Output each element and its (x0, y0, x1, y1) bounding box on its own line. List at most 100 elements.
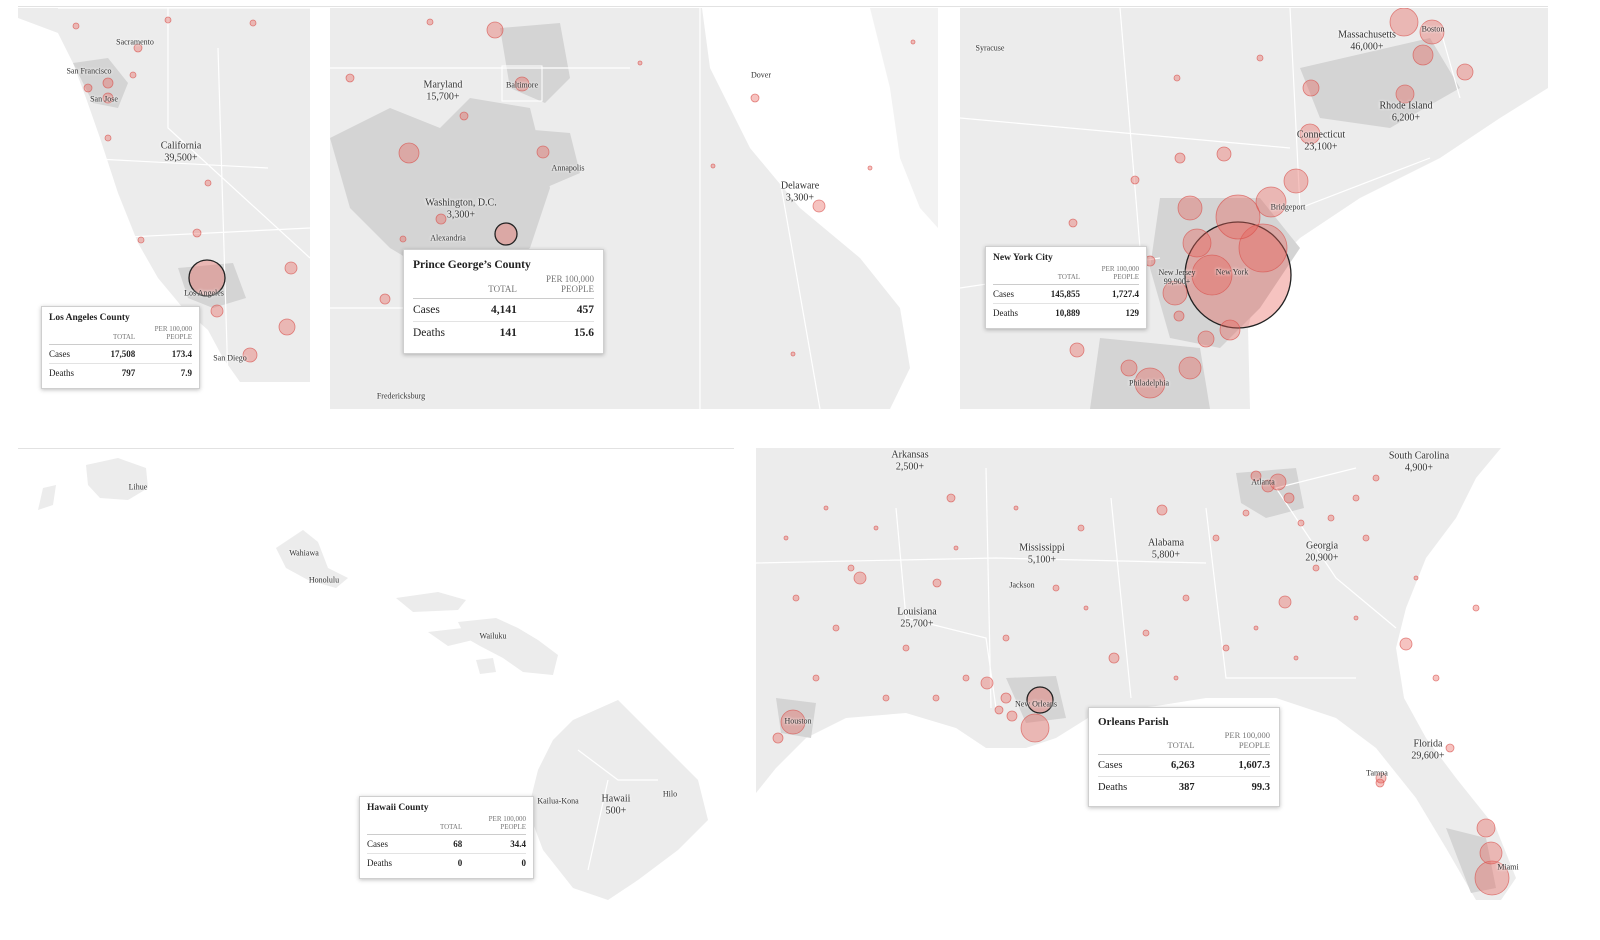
county-bubble[interactable] (284, 261, 298, 275)
county-bubble[interactable] (1069, 342, 1085, 358)
county-bubble[interactable] (1255, 186, 1287, 218)
county-bubble[interactable] (853, 571, 867, 585)
county-bubble[interactable] (1222, 644, 1230, 652)
county-bubble[interactable] (873, 525, 879, 531)
county-bubble[interactable] (1130, 175, 1140, 185)
county-bubble[interactable] (204, 179, 212, 187)
county-bubble[interactable] (426, 18, 434, 26)
county-bubble[interactable] (790, 351, 796, 357)
county-bubble[interactable] (1327, 514, 1335, 522)
county-bubble[interactable] (1238, 223, 1288, 273)
county-bubble[interactable] (486, 21, 504, 39)
county-bubble[interactable] (1476, 818, 1496, 838)
highlighted-county-bubble[interactable] (1184, 221, 1292, 329)
county-bubble[interactable] (980, 676, 994, 690)
county-bubble[interactable] (823, 505, 829, 511)
county-bubble[interactable] (459, 111, 469, 121)
county-bubble[interactable] (832, 624, 840, 632)
county-bubble[interactable] (953, 545, 959, 551)
county-bubble[interactable] (242, 347, 258, 363)
highlighted-county-bubble[interactable] (188, 259, 226, 297)
county-bubble[interactable] (1219, 319, 1241, 341)
county-bubble[interactable] (637, 60, 643, 66)
county-bubble[interactable] (1297, 519, 1305, 527)
county-bubble[interactable] (1142, 629, 1150, 637)
county-bubble[interactable] (1182, 594, 1190, 602)
county-bubble[interactable] (932, 578, 942, 588)
county-bubble[interactable] (710, 163, 716, 169)
county-bubble[interactable] (249, 19, 257, 27)
county-bubble[interactable] (72, 22, 80, 30)
county-bubble[interactable] (1020, 713, 1050, 743)
county-bubble[interactable] (1052, 584, 1060, 592)
county-bubble[interactable] (379, 293, 391, 305)
highlighted-county-bubble[interactable] (1026, 686, 1054, 714)
county-bubble[interactable] (812, 199, 826, 213)
county-bubble[interactable] (772, 732, 784, 744)
county-bubble[interactable] (102, 77, 114, 89)
county-bubble[interactable] (278, 318, 296, 336)
county-bubble[interactable] (867, 165, 873, 171)
county-bubble[interactable] (1261, 479, 1275, 493)
county-bubble[interactable] (1413, 575, 1419, 581)
county-bubble[interactable] (1375, 778, 1385, 788)
county-bubble[interactable] (1177, 195, 1203, 221)
county-bubble[interactable] (1156, 504, 1168, 516)
county-bubble[interactable] (1352, 494, 1360, 502)
county-bubble[interactable] (1120, 359, 1138, 377)
county-bubble[interactable] (847, 564, 855, 572)
county-bubble[interactable] (1472, 604, 1480, 612)
county-bubble[interactable] (994, 705, 1004, 715)
county-bubble[interactable] (1162, 280, 1188, 306)
county-bubble[interactable] (345, 73, 355, 83)
county-bubble[interactable] (910, 39, 916, 45)
county-bubble[interactable] (133, 43, 143, 53)
county-bubble[interactable] (1013, 505, 1019, 511)
county-bubble[interactable] (1399, 637, 1413, 651)
county-bubble[interactable] (932, 694, 940, 702)
county-bubble[interactable] (1353, 615, 1359, 621)
county-bubble[interactable] (1002, 634, 1010, 642)
county-bubble[interactable] (1083, 605, 1089, 611)
county-bubble[interactable] (1474, 860, 1510, 896)
county-bubble[interactable] (1253, 625, 1259, 631)
county-bubble[interactable] (750, 93, 760, 103)
county-bubble[interactable] (1456, 63, 1474, 81)
county-bubble[interactable] (1215, 194, 1261, 240)
county-bubble[interactable] (1134, 367, 1166, 399)
county-bubble[interactable] (398, 142, 420, 164)
county-bubble[interactable] (812, 674, 820, 682)
county-bubble[interactable] (210, 304, 224, 318)
county-bubble[interactable] (1212, 534, 1220, 542)
county-bubble[interactable] (1299, 123, 1321, 145)
county-bubble[interactable] (1283, 492, 1295, 504)
county-bubble[interactable] (514, 76, 530, 92)
county-bubble[interactable] (1372, 474, 1380, 482)
county-bubble[interactable] (783, 535, 789, 541)
county-bubble[interactable] (104, 134, 112, 142)
county-bubble[interactable] (399, 235, 407, 243)
county-bubble[interactable] (1173, 310, 1185, 322)
county-bubble[interactable] (1108, 652, 1120, 664)
county-bubble[interactable] (1077, 524, 1085, 532)
county-bubble[interactable] (1362, 534, 1370, 542)
county-bubble[interactable] (1283, 168, 1309, 194)
county-bubble[interactable] (1302, 79, 1320, 97)
county-bubble[interactable] (1182, 228, 1212, 258)
county-bubble[interactable] (1250, 470, 1262, 482)
county-bubble[interactable] (1395, 84, 1415, 104)
county-bubble[interactable] (137, 236, 145, 244)
county-bubble[interactable] (1445, 743, 1455, 753)
county-bubble[interactable] (1191, 254, 1233, 296)
county-bubble[interactable] (882, 694, 890, 702)
county-bubble[interactable] (435, 213, 447, 225)
county-bubble[interactable] (536, 145, 550, 159)
county-bubble[interactable] (1432, 674, 1440, 682)
county-bubble[interactable] (1256, 54, 1264, 62)
county-bubble[interactable] (1242, 509, 1250, 517)
county-bubble[interactable] (1068, 218, 1078, 228)
county-bubble[interactable] (1197, 330, 1215, 348)
county-bubble[interactable] (1006, 710, 1018, 722)
county-bubble[interactable] (129, 71, 137, 79)
county-bubble[interactable] (1000, 692, 1012, 704)
